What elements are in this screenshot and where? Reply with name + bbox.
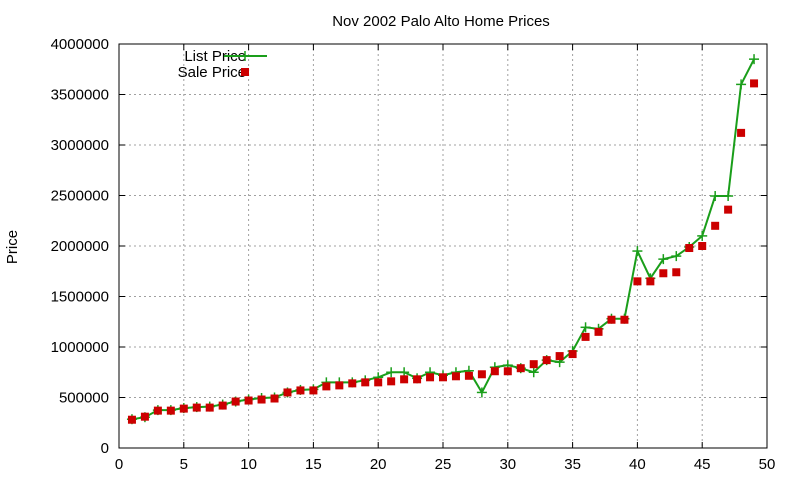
sale-price-point [140,412,149,421]
sale-price-point [218,401,227,410]
y-tick-label: 0 [101,440,109,457]
sale-price-point [426,373,435,382]
sale-price-point [672,268,681,277]
sale-price-point [387,377,396,386]
sale-price-point [555,352,564,361]
axes: 0 5 10 15 20 25 30 35 40 45 50 0 500000 1000000 150000… [51,36,776,473]
series-layer [126,54,760,425]
sale-price-point [127,415,136,424]
sale-price-point [322,382,331,391]
list-price-point [658,254,669,265]
series-sale-price [127,79,759,424]
list-price-point [710,191,721,202]
sale-price-point [413,375,422,384]
sale-price-point [257,395,266,404]
x-tick-label: 5 [180,456,188,473]
chart-title: Nov 2002 Palo Alto Home Prices [332,13,550,30]
sale-price-point [698,242,707,250]
legend-label-sale-price: Sale Price [178,64,246,81]
sale-price-point [737,128,746,137]
x-tick-label: 50 [759,456,776,473]
sale-price-point [153,406,162,415]
sale-price-point [750,79,759,88]
y-tick-label: 1000000 [51,339,109,356]
sale-price-point [581,332,590,341]
sale-price-point [451,372,460,381]
x-tick-label: 15 [305,456,322,473]
sale-price-point [439,373,447,382]
list-price-point [697,230,708,241]
sale-price-point [659,269,668,278]
sale-price-point [270,394,279,403]
sale-price-point [348,379,357,388]
sale-price-point [283,388,292,397]
sale-price-point [490,367,499,376]
sale-price-point [205,403,214,412]
x-tick-label: 30 [499,456,516,473]
y-axis-label: Price [4,230,21,264]
legend: List Price Sale Price [178,48,267,81]
sale-price-point [464,371,473,380]
y-tick-label: 3000000 [51,137,109,154]
list-price-point [528,367,539,378]
sale-price-point [685,244,694,253]
sale-price-point [542,356,551,365]
sale-price-point [568,350,577,359]
sale-price-point [335,381,344,390]
list-price-point [723,191,734,202]
list-price-point [671,251,682,262]
sale-price-point [503,367,512,376]
y-tick-label: 2500000 [51,188,109,205]
y-tick-label: 1500000 [51,289,109,306]
y-tick-label: 500000 [59,390,109,407]
legend-label-list-price: List Price [184,48,246,65]
y-tick-label: 2000000 [51,238,109,255]
sale-price-point [179,404,188,413]
list-price-point [386,367,397,378]
sale-price-point [361,378,370,387]
x-tick-label: 20 [370,456,387,473]
grid [119,44,767,448]
y-tick-label: 4000000 [51,36,109,53]
list-price-point [749,54,760,65]
sale-price-point [296,386,305,395]
sale-price-point [633,277,642,286]
sale-price-point [192,403,201,412]
sale-price-point [516,364,525,373]
sale-price-point [309,386,318,395]
list-price-point [580,322,591,333]
list-price-point [476,387,487,398]
sale-price-point [620,315,629,324]
x-tick-label: 10 [240,456,257,473]
sale-price-point [724,205,733,214]
sale-price-point [711,221,720,230]
sale-price-point [166,406,175,415]
x-tick-label: 0 [115,456,123,473]
list-price-point [736,79,747,90]
x-tick-label: 25 [435,456,452,473]
sale-price-point [529,360,538,369]
sale-price-point [477,370,486,379]
sale-price-point [594,327,603,336]
y-tick-label: 3500000 [51,87,109,104]
x-tick-label: 45 [694,456,711,473]
legend-swatch-sale-price [241,68,249,76]
x-tick-label: 35 [564,456,581,473]
sale-price-point [646,277,655,286]
sale-price-point [607,315,616,324]
sale-price-point [374,378,383,387]
sale-price-point [244,396,253,405]
legend-marker-list-price [240,51,250,61]
sale-price-point [231,397,240,406]
list-price-point [632,246,643,257]
x-tick-label: 40 [629,456,646,473]
sale-price-point [400,375,409,384]
